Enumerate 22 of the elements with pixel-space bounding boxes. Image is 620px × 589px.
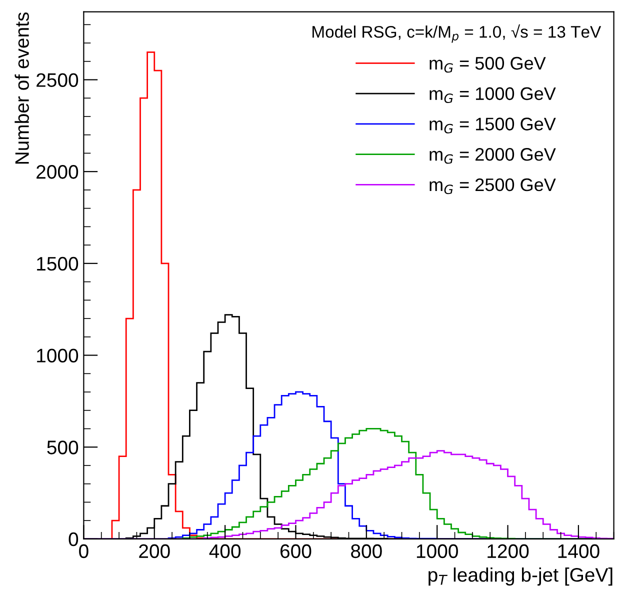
y-axis-title: Number of events bbox=[14, 12, 29, 164]
legend-label: m$_{G}$ = 1500 GeV bbox=[430, 118, 556, 134]
y-tick-label: 1500 bbox=[37, 256, 78, 271]
x-tick-label: 600 bbox=[280, 544, 312, 558]
x-tick-label: 1200 bbox=[488, 544, 529, 558]
x-axis-title: p$_{T}$ leading b-jet [GeV] bbox=[428, 567, 612, 586]
legend-title: Model RSG, c=k/M$_{p}$ = 1.0, √s = 13 TeV bbox=[312, 24, 602, 43]
legend-label: m$_{G}$ = 500 GeV bbox=[430, 56, 546, 73]
y-tick-label: 2000 bbox=[36, 165, 78, 179]
x-tick-label: 1000 bbox=[416, 544, 458, 558]
legend-label: m$_{G}$ = 2000 GeV bbox=[430, 148, 556, 164]
legend-label: m$_{G}$ = 2500 GeV bbox=[430, 178, 556, 194]
y-tick-label: 0 bbox=[68, 532, 78, 546]
legend-label: m$_{G}$ = 1000 GeV bbox=[430, 87, 556, 104]
x-tick-label: 0 bbox=[79, 544, 88, 558]
x-tick-label: 200 bbox=[139, 544, 170, 558]
x-tick-label: 400 bbox=[209, 544, 241, 558]
x-tick-label: 800 bbox=[351, 544, 382, 558]
y-tick-label: 1000 bbox=[37, 348, 78, 362]
y-tick-label: 2500 bbox=[36, 73, 78, 87]
x-tick-label: 1400 bbox=[558, 544, 600, 558]
y-tick-label: 500 bbox=[47, 440, 78, 454]
